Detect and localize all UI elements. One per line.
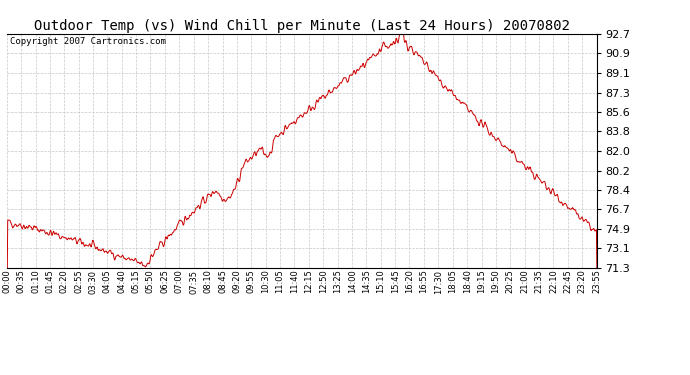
- Text: Copyright 2007 Cartronics.com: Copyright 2007 Cartronics.com: [10, 37, 166, 46]
- Title: Outdoor Temp (vs) Wind Chill per Minute (Last 24 Hours) 20070802: Outdoor Temp (vs) Wind Chill per Minute …: [34, 19, 570, 33]
